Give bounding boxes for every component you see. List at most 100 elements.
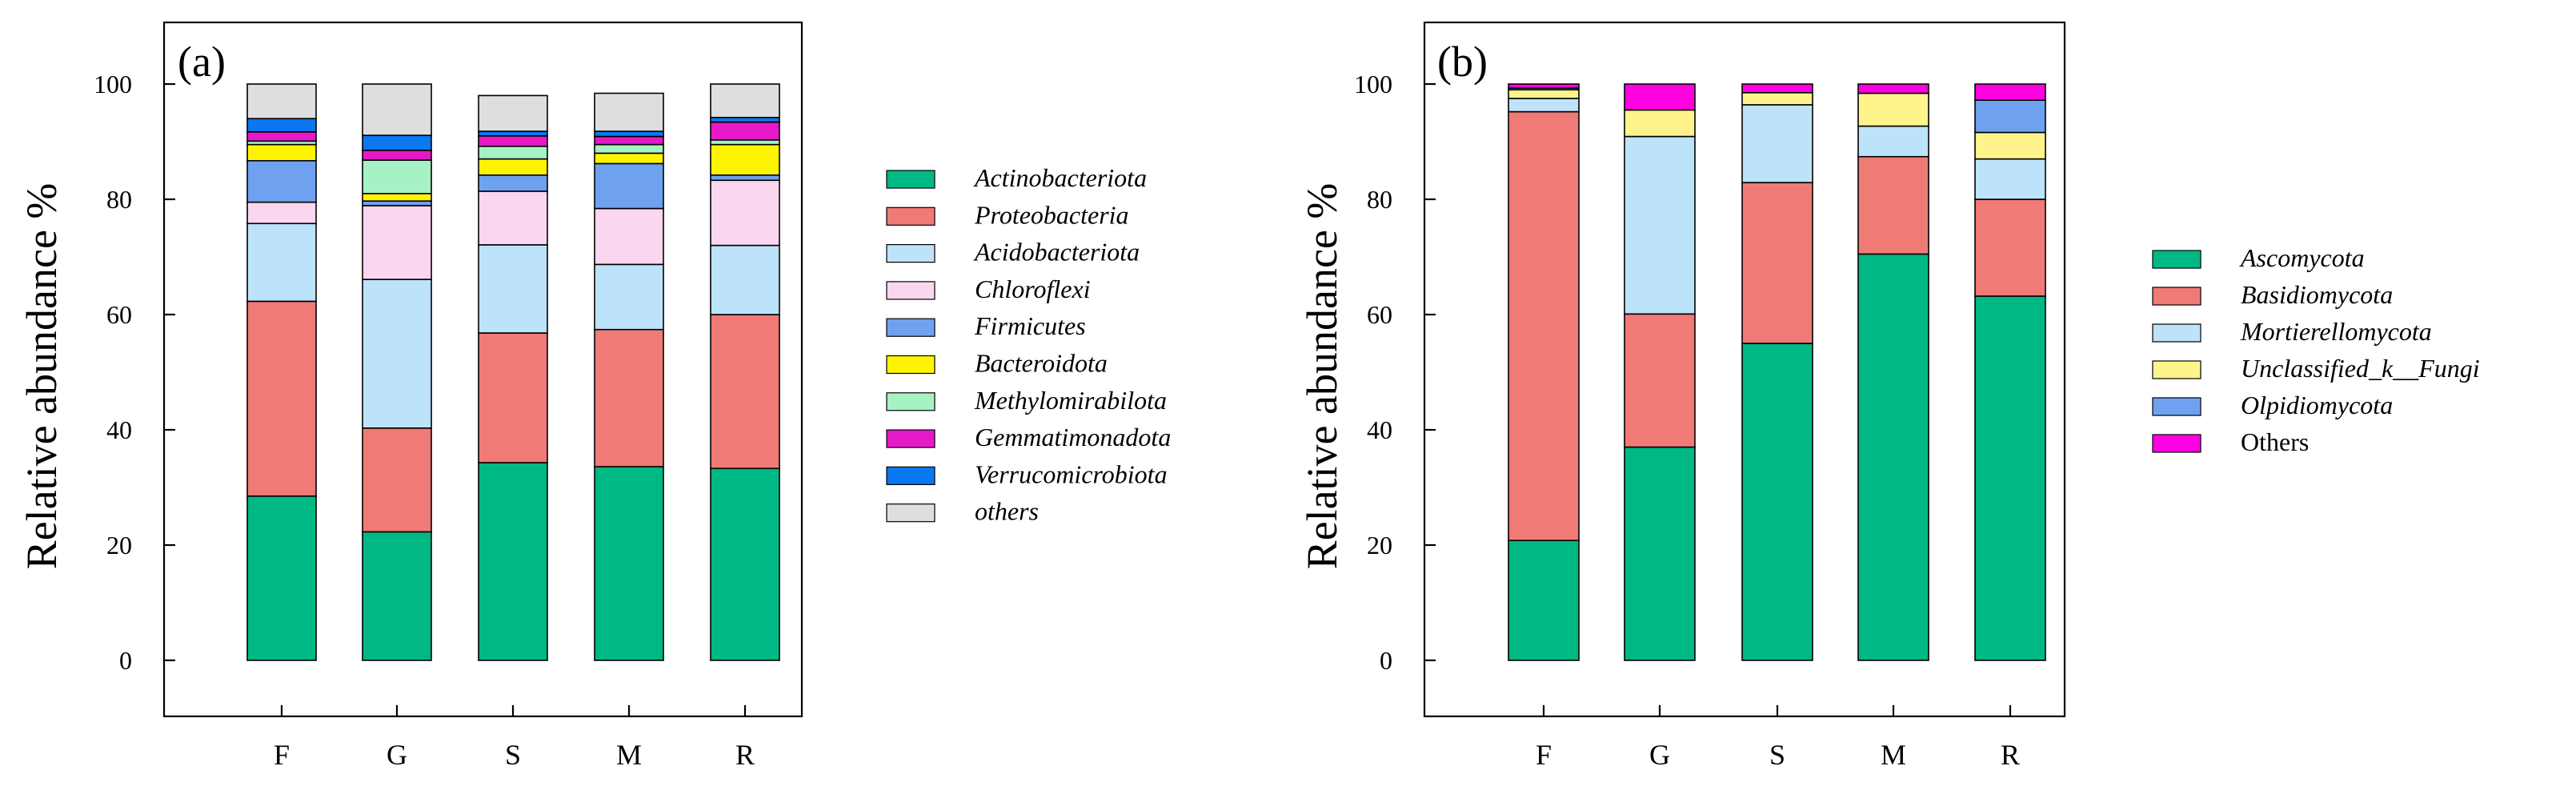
legend-label-firmicutes: Firmicutes [974,311,1086,340]
bar-m-unclassified-k-fungi [1857,92,1929,127]
bar-g-gemmatimonadota [362,150,432,161]
bar-g-chloroflexi [362,205,432,280]
bar-m-others [594,92,664,132]
bar-s-firmicutes [478,174,548,192]
bar-s-gemmatimonadota [478,135,548,147]
bar-m-mortierellomycota [1857,125,1929,158]
bar-r-olpidiomycota [1974,99,2046,134]
legend-label-chloroflexi: Chloroflexi [975,275,1091,303]
bar-g-others [362,83,432,136]
bar-g-mortierellomycota [1624,135,1696,315]
legend-label-methylomirabilota: Methylomirabilota [974,386,1167,415]
legend-swatch-proteobacteria [886,207,935,226]
bar-r-others [1974,83,2046,101]
y-tick-label-20: 20 [106,531,132,559]
y-tick-label-0: 0 [1380,646,1392,675]
x-tick-label-s: S [505,739,521,771]
y-tick-label-80: 80 [1367,185,1392,214]
y-tick-label-100: 100 [1354,70,1392,98]
plot-frame [1423,21,2066,718]
bar-s-bacteroidota [478,158,548,176]
y-tick-label-60: 60 [1367,300,1392,329]
bar-f-acidobacteriota [246,223,317,303]
bar-s-chloroflexi [478,190,548,246]
plot-frame [162,21,803,718]
bar-s-methylomirabilota [478,145,548,160]
legend-label-acidobacteriota: Acidobacteriota [973,238,1140,267]
x-tick-label-r: R [735,739,755,771]
legend-label-bacteroidota: Bacteroidota [975,349,1108,378]
y-tick-label-80: 80 [106,185,132,214]
bar-r-gemmatimonadota [710,121,780,141]
bar-r-mortierellomycota [1974,158,2046,200]
bar-r-methylomirabilota [710,139,780,146]
bar-m-gemmatimonadota [594,135,664,146]
legend: Actinobacteriota Proteobacteria Acidobacte… [886,163,1171,526]
bar-r-ascomycota [1974,295,2046,661]
legend-swatch-acidobacteriota [886,244,935,263]
legend-swatch-verrucomicrobiota [886,466,935,486]
bar-m-ascomycota [1857,253,1929,661]
legend-swatch-actinobacteriota [886,170,935,189]
x-tick-label-f: F [1536,739,1552,771]
bar-g-verrucomicrobiota [362,134,432,151]
bar-g-basidiomycota [1624,313,1696,448]
legend-swatch-ascomycota [2152,250,2201,269]
bar-s-verrucomicrobiota [478,130,548,137]
bar-r-proteobacteria [710,314,780,470]
x-tick-label-f: F [274,739,290,771]
bar-f-others [246,83,317,120]
bar-f-ascomycota [1508,539,1580,661]
y-tick-label-40: 40 [106,415,132,444]
bar-s-others [478,94,548,132]
bar-s-acidobacteriota [478,244,548,334]
legend-swatch-unclassified-k-fungi [2152,360,2201,379]
legend-label-ascomycota: Ascomycota [2239,243,2365,272]
bar-g-acidobacteriota [362,279,432,429]
bar-g-actinobacteriota [362,531,432,661]
legend-label-others: others [975,497,1039,526]
bar-m-proteobacteria [594,328,664,467]
legend-swatch-basidiomycota [2152,287,2201,306]
bar-g-ascomycota [1624,446,1696,661]
x-tick-label-s: S [1769,739,1785,771]
bar-m-basidiomycota [1857,155,1929,255]
bar-m-actinobacteriota [594,466,664,661]
chart-panel-a: 0 20 40 60 80 100 F G S M R Relative abundance % (a)… [18,21,1171,771]
y-tick-label-60: 60 [106,300,132,329]
y-tick-label-100: 100 [94,70,132,98]
bar-r-actinobacteriota [710,467,780,661]
y-tick-label-20: 20 [1367,531,1392,559]
bar-f-unclassified-k-fungi [1508,89,1580,99]
legend-label-others: Others [2241,427,2309,456]
bar-g-methylomirabilota [362,159,432,194]
bar-f-verrucomicrobiota [246,118,317,133]
legend-swatch-others [2152,434,2201,453]
bar-g-others [1624,83,1696,111]
bar-r-bacteroidota [710,143,780,176]
legend-swatch-others [886,503,935,523]
bar-f-chloroflexi [246,201,317,225]
bar-r-basidiomycota [1974,199,2046,297]
x-tick-label-g: G [387,739,407,771]
bar-f-proteobacteria [246,300,317,497]
chart-panel-b: 0 20 40 60 80 100 F G S M R Relative abundance % (b)… [1298,21,2480,771]
bar-m-bacteroidota [594,152,664,165]
bar-m-methylomirabilota [594,143,664,154]
legend-swatch-gemmatimonadota [886,429,935,448]
legend-label-verrucomicrobiota: Verrucomicrobiota [975,459,1168,488]
legend-swatch-firmicutes [886,318,935,337]
panel-label: (b) [1437,38,1488,86]
bar-m-firmicutes [594,162,664,210]
bar-f-others [1508,83,1580,89]
bar-s-mortierellomycota [1741,104,1813,183]
legend-label-gemmatimonadota: Gemmatimonadota [975,423,1171,451]
legend-swatch-olpidiomycota [2152,397,2201,416]
legend-swatch-methylomirabilota [886,392,935,411]
legend-label-mortierellomycota: Mortierellomycota [2240,317,2432,346]
legend-label-proteobacteria: Proteobacteria [974,200,1129,229]
y-tick-label-40: 40 [1367,415,1392,444]
bar-s-actinobacteriota [478,462,548,661]
legend-label-basidiomycota: Basidiomycota [2241,280,2393,309]
legend-swatch-mortierellomycota [2152,323,2201,343]
